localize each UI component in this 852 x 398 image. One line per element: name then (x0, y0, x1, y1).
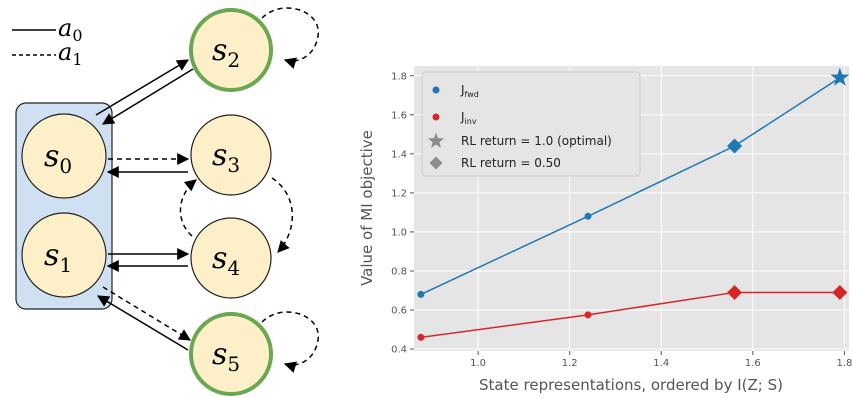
state-s3: s3 (190, 114, 272, 196)
legend-label-star: RL return = 1.0 (optimal) (461, 134, 612, 148)
x-axis-ticks: 1.0 1.2 1.4 1.6 1.8 (470, 351, 852, 369)
legend-marker-jfwd (432, 86, 440, 94)
x-tick-label: 1.6 (745, 358, 761, 369)
series-line-inv (420, 291, 840, 339)
y-tick-label: 1.2 (391, 188, 407, 199)
y-axis-ticks: 0.4 0.6 0.8 1.0 1.2 1.4 1.6 1.8 (391, 71, 414, 356)
edge-s2-s0 (101, 68, 194, 125)
action-legend: a0 a1 (12, 14, 83, 69)
state-s4-label: s4 (212, 241, 240, 280)
transition-edges (95, 7, 319, 373)
state-s3-label: s3 (212, 138, 240, 177)
state-s1: s1 (21, 212, 107, 298)
y-axis-label: Value of MI objective (358, 130, 376, 286)
edge-s4-s3 (179, 179, 197, 237)
legend-a0: a0 (58, 14, 83, 45)
legend-marker-star (427, 132, 445, 148)
state-s2-label: s2 (212, 33, 240, 72)
edge-s5-s1 (96, 295, 189, 351)
edge-s0-s2 (95, 59, 190, 116)
y-tick-label: 1.4 (391, 149, 407, 160)
mi-objective-chart: 1.0 1.2 1.4 1.6 1.8 0.4 0.6 0.8 1.0 1.2 1.4 1.6 1.8… (358, 66, 852, 394)
data-point-fwd (417, 290, 425, 298)
y-tick-label: 0.6 (391, 306, 407, 317)
chart-legend: Jfwd Jinv RL return = 1.0 (optimal) RL r… (421, 71, 641, 177)
edge-s5-self (261, 311, 319, 373)
edge-s1-s5 (102, 286, 192, 341)
series-line-fwd (420, 77, 841, 296)
y-tick-label: 1.0 (391, 227, 407, 238)
edge-s2-self (261, 7, 319, 69)
legend-label-jinv: Jinv (460, 110, 477, 126)
state-s5-label: s5 (212, 337, 240, 376)
data-point-inv (417, 333, 425, 341)
x-axis-label: State representations, ordered by I(Z; S… (479, 376, 783, 394)
state-s1-label: s1 (44, 238, 72, 277)
data-point-inv (832, 284, 848, 300)
y-tick-label: 0.4 (391, 345, 407, 356)
data-point-fwd (584, 212, 592, 220)
x-tick-label: 1.2 (562, 358, 578, 369)
y-tick-label: 0.8 (391, 266, 407, 277)
legend-label-jfwd: Jfwd (460, 83, 479, 99)
legend-marker-diamond (429, 156, 443, 170)
state-s0: s0 (21, 113, 107, 199)
x-tick-label: 1.8 (836, 358, 852, 369)
data-point-inv (727, 284, 743, 300)
legend-label-diamond: RL return = 0.50 (461, 156, 561, 170)
state-s4: s4 (190, 217, 272, 299)
legend-a1: a1 (58, 38, 83, 69)
y-tick-label: 1.6 (391, 110, 407, 121)
state-s5: s5 (189, 312, 273, 396)
edge-s3-s4 (271, 177, 293, 253)
data-point-fwd (830, 67, 850, 86)
mdp-diagram: a0 a1 s0 s1 (12, 7, 319, 396)
data-point-fwd (727, 138, 743, 154)
legend-marker-jinv (432, 113, 440, 121)
x-tick-label: 1.4 (653, 358, 669, 369)
series-layer (417, 67, 850, 341)
legend-box (421, 71, 641, 177)
state-s2: s2 (189, 8, 273, 92)
data-point-inv (584, 311, 592, 319)
state-s0-label: s0 (44, 139, 72, 178)
x-tick-label: 1.0 (470, 358, 486, 369)
y-tick-label: 1.8 (391, 71, 407, 82)
